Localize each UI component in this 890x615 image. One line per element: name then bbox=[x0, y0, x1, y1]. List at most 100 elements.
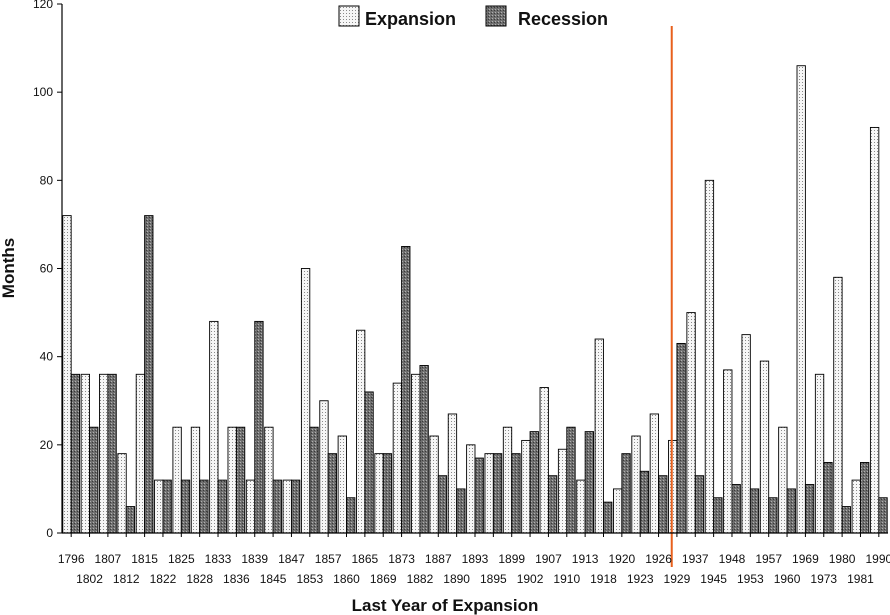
plot-area bbox=[62, 26, 888, 567]
x-tick-label: 1902 bbox=[517, 572, 544, 586]
bar-recession bbox=[584, 431, 594, 534]
bar-expansion bbox=[135, 373, 146, 534]
bar-expansion bbox=[778, 426, 788, 534]
bar-recession bbox=[713, 497, 723, 534]
x-tick-label: 1822 bbox=[150, 572, 177, 586]
x-tick-label: 1920 bbox=[608, 552, 635, 566]
bar-expansion bbox=[521, 439, 531, 534]
y-tick-label: 100 bbox=[33, 85, 53, 99]
x-tick-label: 1802 bbox=[76, 572, 103, 586]
bar-expansion bbox=[649, 413, 660, 534]
bar-expansion bbox=[209, 320, 219, 534]
bar-recession bbox=[456, 488, 466, 534]
bar-expansion bbox=[612, 488, 623, 534]
x-tick-label: 1869 bbox=[370, 572, 397, 586]
x-tick-label: 1839 bbox=[241, 552, 268, 566]
bar-recession bbox=[603, 501, 613, 534]
bar-expansion bbox=[686, 312, 696, 534]
bar-expansion bbox=[833, 276, 843, 534]
x-tick-label: 1815 bbox=[131, 552, 158, 566]
bar-recession bbox=[529, 431, 539, 534]
x-tick-label: 1926 bbox=[645, 552, 672, 566]
bar-expansion bbox=[80, 373, 90, 534]
x-tick-label: 1960 bbox=[774, 572, 801, 586]
bar-expansion bbox=[484, 453, 494, 534]
x-tick-label: 1873 bbox=[388, 552, 415, 566]
bar-recession bbox=[547, 475, 558, 534]
bar-expansion bbox=[759, 360, 770, 534]
y-tick-label: 20 bbox=[40, 438, 54, 452]
x-tick-label: 1895 bbox=[480, 572, 507, 586]
bar-recession bbox=[254, 320, 264, 534]
legend-swatch-recession bbox=[485, 5, 507, 27]
bar-recession bbox=[327, 453, 338, 534]
bar-recession bbox=[860, 462, 870, 534]
bar-expansion bbox=[300, 268, 311, 534]
bar-recession bbox=[804, 484, 815, 534]
x-tick-label: 1807 bbox=[95, 552, 122, 566]
bar-recession bbox=[878, 497, 888, 534]
x-tick-label: 1907 bbox=[535, 552, 562, 566]
x-tick-label: 1990 bbox=[865, 552, 890, 566]
bar-recession bbox=[639, 470, 650, 534]
bar-expansion bbox=[576, 479, 586, 534]
y-tick-label: 120 bbox=[33, 0, 53, 11]
x-tick-label: 1847 bbox=[278, 552, 305, 566]
bar-recession bbox=[290, 479, 301, 534]
bar-recession bbox=[823, 462, 833, 534]
x-tick-label: 1899 bbox=[498, 552, 525, 566]
bar-recession bbox=[107, 373, 117, 534]
bar-recession bbox=[346, 497, 356, 534]
x-tick-label: 1893 bbox=[462, 552, 489, 566]
bar-recession bbox=[621, 453, 631, 534]
bar-expansion bbox=[741, 334, 751, 534]
bar-expansion bbox=[594, 338, 604, 534]
bar-recession bbox=[511, 453, 521, 534]
bar-expansion bbox=[319, 400, 329, 534]
bar-recession bbox=[162, 479, 172, 534]
bar-recession bbox=[731, 484, 741, 534]
legend-label-recession: Recession bbox=[518, 9, 608, 29]
bar-recession bbox=[676, 342, 686, 534]
bar-expansion bbox=[117, 453, 127, 534]
bar-expansion bbox=[190, 426, 201, 534]
x-tick-label: 1825 bbox=[168, 552, 195, 566]
x-tick-label: 1890 bbox=[443, 572, 470, 586]
bar-expansion bbox=[374, 453, 384, 534]
bar-recession bbox=[566, 426, 576, 534]
x-tick-label: 1882 bbox=[407, 572, 434, 586]
legend-swatch-expansion bbox=[338, 5, 360, 27]
x-axis-title: Last Year of Expansion bbox=[352, 596, 539, 615]
bar-expansion bbox=[227, 426, 237, 534]
x-tick-label: 1948 bbox=[719, 552, 746, 566]
bar-recession bbox=[841, 506, 851, 534]
bar-recession bbox=[694, 475, 705, 534]
x-tick-label: 1969 bbox=[792, 552, 819, 566]
bar-expansion bbox=[154, 479, 164, 534]
bar-recession bbox=[272, 479, 282, 534]
bar-expansion bbox=[392, 382, 403, 534]
bar-expansion bbox=[539, 387, 549, 534]
bar-expansion bbox=[99, 373, 109, 534]
bar-expansion bbox=[411, 373, 421, 534]
x-tick-label: 1845 bbox=[260, 572, 287, 586]
bar-expansion bbox=[337, 435, 347, 534]
y-axis-title: Months bbox=[0, 238, 18, 298]
x-tick-label: 1913 bbox=[572, 552, 599, 566]
y-tick-label: 40 bbox=[40, 350, 54, 364]
x-tick-label: 1828 bbox=[186, 572, 213, 586]
bar-expansion bbox=[557, 448, 568, 534]
bar-expansion bbox=[704, 179, 715, 534]
bar-recession bbox=[89, 426, 99, 534]
bar-expansion bbox=[62, 215, 72, 534]
bar-recession bbox=[749, 488, 760, 534]
bar-recession bbox=[125, 506, 136, 534]
bar-recession bbox=[199, 479, 209, 534]
bar-recession bbox=[144, 215, 154, 534]
bar-recession bbox=[419, 365, 429, 534]
bar-recession bbox=[235, 426, 246, 534]
bar-expansion bbox=[429, 435, 439, 534]
bar-expansion bbox=[631, 435, 641, 534]
x-tick-label: 1945 bbox=[700, 572, 727, 586]
legend-label-expansion: Expansion bbox=[365, 9, 456, 29]
